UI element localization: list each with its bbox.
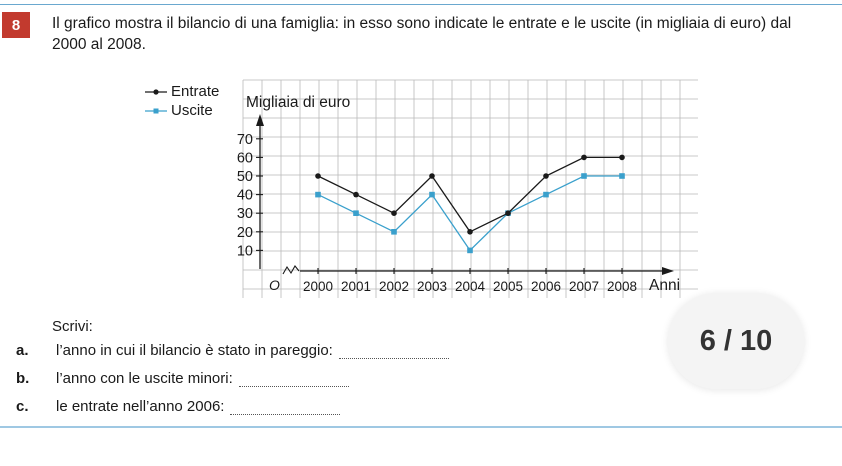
- x-tick-label: 2001: [341, 279, 371, 294]
- answer-blank-c[interactable]: [230, 402, 341, 415]
- data-point-entrate: [619, 154, 625, 161]
- question-line-2: 2000 al 2008.: [52, 36, 146, 53]
- data-point-uscite: [391, 229, 397, 235]
- x-tick-label: 2005: [493, 279, 523, 294]
- data-point-uscite: [429, 191, 435, 198]
- question-line-1: Il grafico mostra il bilancio di una fam…: [52, 15, 792, 32]
- x-tick-label: 2007: [569, 279, 599, 294]
- y-tick-label: 70: [237, 132, 253, 148]
- legend-item-uscite: Uscite: [145, 101, 219, 120]
- data-point-entrate: [467, 229, 473, 235]
- item-letter: b.: [16, 370, 30, 387]
- top-rule: [0, 4, 842, 5]
- question-text: Il grafico mostra il bilancio di una fam…: [52, 13, 842, 55]
- series-line-entrate: [317, 156, 622, 233]
- question-item-b: b. l’anno con le uscite minori:: [16, 370, 349, 387]
- legend-line-blue-icon: [145, 108, 167, 113]
- instruction-label: Scrivi:: [52, 318, 93, 335]
- axis-break-icon: [282, 265, 300, 275]
- item-letter: c.: [16, 398, 29, 415]
- x-axis-title: Anni: [649, 277, 680, 294]
- x-axis-arrow: [662, 267, 674, 275]
- x-tick-label: 2003: [417, 279, 447, 294]
- score-badge: 6 / 10: [668, 293, 804, 389]
- data-point-entrate: [315, 173, 321, 179]
- item-text: l’anno con le uscite minori:: [56, 370, 233, 387]
- bottom-rule: [0, 426, 842, 428]
- series-entrate: [315, 154, 625, 235]
- question-item-c: c. le entrate nell’anno 2006:: [16, 398, 341, 415]
- x-tick-label: 2004: [455, 279, 486, 294]
- x-tick-label: 2008: [607, 279, 637, 294]
- question-item-a: a. l’anno in cui il bilancio è stato in …: [16, 342, 449, 359]
- data-point-entrate: [581, 154, 587, 161]
- x-tick-label: 2000: [303, 279, 333, 294]
- data-point-entrate: [543, 173, 549, 179]
- y-tick-label: 50: [237, 169, 253, 185]
- data-point-uscite: [467, 247, 473, 254]
- y-tick-label: 20: [237, 225, 253, 241]
- data-point-uscite: [353, 210, 359, 216]
- y-tick-label: 30: [237, 206, 253, 222]
- item-text: l’anno in cui il bilancio è stato in par…: [56, 342, 333, 359]
- data-point-entrate: [391, 210, 397, 216]
- data-point-uscite: [619, 173, 625, 179]
- x-tick-label: 2002: [379, 279, 409, 294]
- x-tick-label: 2006: [531, 279, 561, 294]
- answer-blank-a[interactable]: [338, 346, 449, 359]
- y-axis-arrow: [256, 114, 264, 126]
- data-point-entrate: [505, 210, 511, 216]
- legend-label-uscite: Uscite: [171, 102, 213, 119]
- legend-line-black-icon: [145, 88, 167, 95]
- data-point-uscite: [315, 191, 321, 198]
- chart-grid: [242, 79, 698, 298]
- legend-item-entrate: Entrate: [145, 82, 219, 101]
- legend-label-entrate: Entrate: [171, 83, 220, 100]
- data-point-uscite: [581, 173, 587, 179]
- y-tick-label: 60: [237, 150, 253, 166]
- data-point-uscite: [543, 191, 549, 198]
- y-tick-label: 10: [237, 243, 253, 259]
- origin-label: O: [269, 277, 280, 293]
- item-text: le entrate nell’anno 2006:: [56, 398, 225, 415]
- item-letter: a.: [16, 342, 29, 359]
- answer-blank-b[interactable]: [238, 374, 349, 387]
- chart-legend: Entrate Uscite: [145, 82, 219, 120]
- line-chart: 10 20 30 40 50 60 70 2000 2001 2002 2003 2004 2005 20…: [237, 79, 698, 298]
- y-tick-label: 40: [237, 188, 253, 204]
- data-point-entrate: [429, 173, 435, 179]
- exercise-number-badge: 8: [2, 12, 30, 38]
- y-axis-title: Migliaia di euro: [246, 94, 350, 111]
- data-point-entrate: [353, 191, 359, 198]
